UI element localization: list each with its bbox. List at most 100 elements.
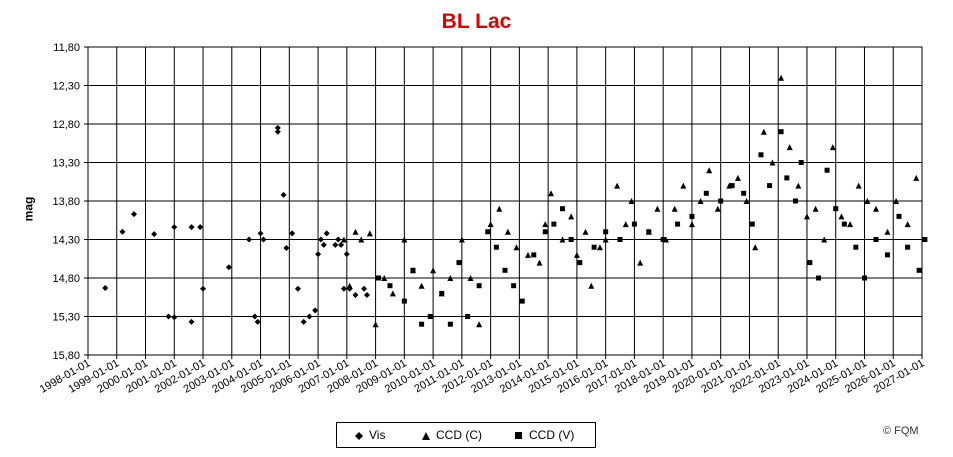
- point-ccd-v: [542, 229, 548, 235]
- point-ccd-v: [617, 237, 623, 242]
- point-vis: [274, 128, 281, 135]
- point-ccd-c: [786, 144, 793, 151]
- point-ccd-c: [864, 198, 871, 204]
- y-tick-label: 15,30: [52, 312, 80, 324]
- y-tick-label: 13,80: [52, 196, 80, 208]
- point-ccd-c: [654, 205, 661, 212]
- y-tick-label: 11,80: [53, 42, 80, 54]
- point-vis: [306, 313, 313, 320]
- legend-item-ccd-c: CCD (C): [422, 428, 482, 443]
- point-ccd-v: [560, 206, 566, 212]
- y-tick-label: 12,30: [52, 81, 80, 93]
- point-ccd-v: [689, 213, 695, 219]
- point-ccd-v: [419, 321, 425, 327]
- point-ccd-c: [340, 236, 347, 243]
- point-ccd-c: [381, 275, 388, 281]
- point-ccd-c: [602, 236, 609, 243]
- point-ccd-v: [729, 183, 735, 189]
- point-vis: [251, 313, 258, 320]
- point-ccd-c: [913, 174, 920, 181]
- point-ccd-v: [922, 237, 928, 242]
- point-ccd-v: [675, 221, 681, 227]
- y-tick-label: 14,80: [52, 273, 80, 285]
- point-vis: [315, 251, 322, 258]
- point-ccd-v: [853, 244, 859, 250]
- point-ccd-c: [573, 251, 580, 258]
- point-ccd-v: [703, 190, 709, 196]
- point-ccd-v: [577, 260, 583, 266]
- point-ccd-v: [833, 206, 839, 212]
- point-ccd-v: [792, 198, 798, 204]
- point-vis: [280, 191, 287, 198]
- point-vis: [257, 230, 264, 237]
- legend-label-ccd-c: CCD (C): [436, 428, 482, 442]
- point-ccd-c: [467, 275, 474, 281]
- point-ccd-c: [838, 213, 845, 220]
- point-ccd-v: [551, 221, 557, 227]
- y-tick-label: 14,30: [52, 235, 80, 247]
- point-ccd-v: [861, 275, 867, 281]
- legend-label-vis: Vis: [369, 428, 386, 442]
- point-ccd-c: [829, 144, 836, 151]
- y-tick-label: 13,30: [52, 158, 80, 170]
- triangle-icon: [422, 429, 430, 443]
- chart-title: BL Lac: [441, 10, 512, 33]
- point-ccd-v: [660, 237, 666, 242]
- point-ccd-c: [637, 259, 644, 266]
- point-vis: [151, 231, 158, 238]
- point-ccd-v: [896, 213, 902, 219]
- point-ccd-v: [493, 244, 499, 250]
- point-vis: [102, 285, 109, 292]
- point-vis: [335, 236, 342, 243]
- point-ccd-v: [410, 267, 416, 273]
- point-ccd-v: [798, 160, 804, 165]
- point-ccd-v: [531, 252, 537, 258]
- point-vis: [300, 318, 307, 325]
- copyright-text: © FQM: [883, 425, 919, 437]
- point-vis: [289, 230, 296, 237]
- point-ccd-c: [418, 282, 425, 289]
- point-ccd-v: [603, 229, 609, 235]
- point-ccd-c: [496, 205, 503, 212]
- point-ccd-c: [904, 221, 911, 228]
- point-ccd-v: [767, 183, 773, 189]
- point-vis: [363, 291, 370, 298]
- point-ccd-v: [456, 260, 462, 266]
- point-ccd-c: [752, 244, 759, 251]
- mark-layer: [102, 74, 928, 328]
- point-ccd-v: [824, 167, 830, 173]
- point-ccd-v: [758, 152, 764, 158]
- point-ccd-c: [458, 236, 465, 243]
- point-ccd-v: [741, 190, 747, 196]
- point-vis: [165, 313, 172, 320]
- point-ccd-v: [401, 298, 407, 304]
- point-vis: [188, 318, 195, 325]
- point-ccd-v: [631, 221, 637, 227]
- point-ccd-v: [646, 229, 652, 235]
- point-ccd-c: [884, 228, 891, 235]
- point-ccd-c: [760, 128, 767, 135]
- point-vis: [361, 285, 368, 292]
- point-ccd-c: [358, 236, 365, 243]
- point-vis: [171, 314, 178, 321]
- point-ccd-v: [815, 275, 821, 281]
- point-vis: [317, 236, 324, 243]
- point-ccd-c: [596, 244, 603, 251]
- point-ccd-c: [855, 182, 862, 189]
- point-vis: [171, 224, 178, 231]
- point-vis: [254, 318, 261, 325]
- point-ccd-v: [485, 229, 491, 235]
- point-ccd-c: [778, 74, 785, 81]
- point-ccd-c: [346, 282, 353, 289]
- tick-layer: 11,80 12,30 12,80 13,30 13,80 14,30 14,80 15,30…: [38, 42, 927, 396]
- point-ccd-v: [784, 175, 790, 181]
- point-vis: [283, 244, 290, 251]
- point-ccd-c: [893, 198, 900, 204]
- point-ccd-c: [821, 236, 828, 243]
- point-ccd-c: [628, 198, 635, 204]
- point-ccd-v: [427, 314, 433, 319]
- point-ccd-c: [542, 221, 549, 228]
- point-ccd-c: [734, 174, 741, 181]
- plot-border: [87, 46, 923, 356]
